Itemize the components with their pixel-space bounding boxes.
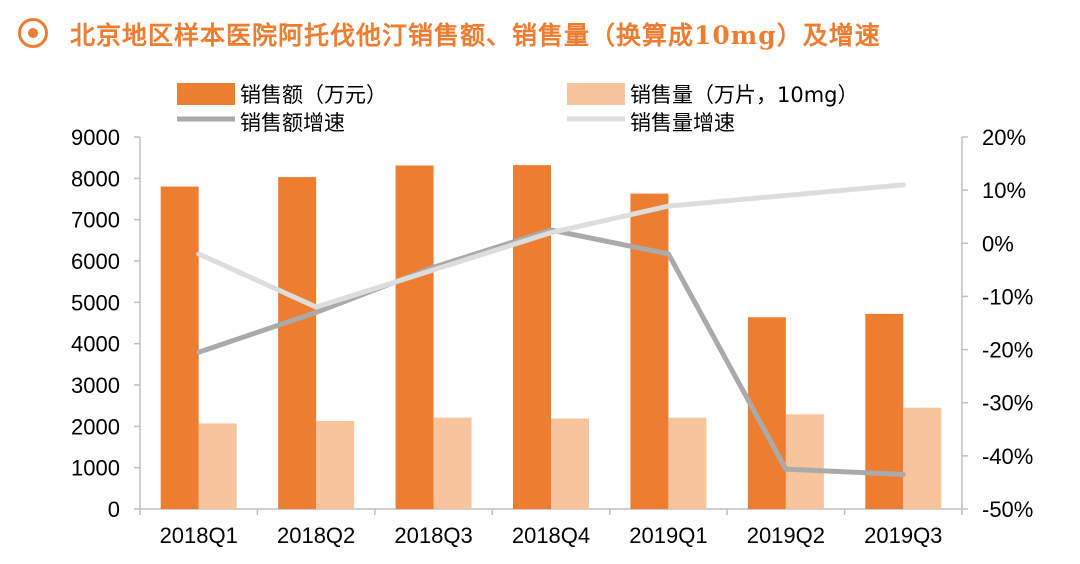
x-axis-tick-label: 2018Q3 bbox=[394, 523, 472, 548]
legend-swatch bbox=[567, 83, 625, 105]
x-axis-tick-label: 2018Q4 bbox=[512, 523, 590, 548]
legend-label: 销售额增速 bbox=[240, 111, 345, 135]
right-axis-tick-label: -10% bbox=[982, 284, 1033, 309]
right-axis-tick-label: 20% bbox=[982, 125, 1026, 150]
legend-label: 销售量（万片，10mg） bbox=[630, 83, 859, 107]
left-axis-tick-label: 1000 bbox=[71, 456, 120, 481]
legend-label: 销售量增速 bbox=[630, 111, 735, 135]
bar-sales-amount bbox=[865, 313, 904, 509]
x-axis-tick-label: 2019Q2 bbox=[747, 523, 825, 548]
left-axis-tick-label: 3000 bbox=[71, 373, 120, 398]
bar-sales-amount bbox=[278, 177, 317, 510]
bar-sales-volume bbox=[433, 417, 472, 509]
circle-bullet-icon bbox=[18, 18, 48, 48]
line-sales-volume-growth bbox=[196, 182, 906, 310]
left-axis-tick-label: 7000 bbox=[71, 208, 120, 233]
bar-sales-volume bbox=[903, 407, 942, 509]
x-axis-tick-label: 2019Q1 bbox=[629, 523, 707, 548]
left-axis-tick-label: 9000 bbox=[71, 125, 120, 150]
right-axis-tick-label: -20% bbox=[982, 338, 1033, 363]
bar-sales-amount bbox=[513, 165, 551, 509]
chart-title: 北京地区样本医院阿托伐他汀销售额、销售量（换算成10mg）及增速 bbox=[70, 21, 881, 50]
bar-sales-volume bbox=[551, 418, 589, 509]
x-axis-tick-label: 2018Q1 bbox=[160, 523, 238, 548]
bar-sales-amount bbox=[630, 193, 669, 510]
bar-sales-volume bbox=[316, 420, 355, 509]
left-axis-tick-label: 0 bbox=[108, 497, 120, 522]
right-axis-tick-label: 0% bbox=[982, 231, 1014, 256]
left-axis-tick-label: 6000 bbox=[71, 249, 120, 274]
bar-sales-amount bbox=[160, 186, 199, 509]
right-axis-tick-label: -30% bbox=[982, 391, 1033, 416]
chart-header: 北京地区样本医院阿托伐他汀销售额、销售量（换算成10mg）及增速 bbox=[0, 0, 1080, 74]
legend-label: 销售额（万元） bbox=[240, 83, 387, 107]
right-axis-tick-label: 10% bbox=[982, 178, 1026, 203]
bar-sales-volume bbox=[198, 423, 237, 509]
x-axis-tick-label: 2019Q3 bbox=[864, 523, 942, 548]
line-sales-amount-growth bbox=[196, 227, 906, 477]
left-axis-tick-label: 5000 bbox=[71, 290, 120, 315]
right-axis-tick-label: -40% bbox=[982, 444, 1033, 469]
bar-sales-amount bbox=[395, 165, 434, 509]
right-axis-tick-label: -50% bbox=[982, 497, 1033, 522]
bar-sales-volume bbox=[668, 417, 707, 509]
x-axis-tick-label: 2018Q2 bbox=[277, 523, 355, 548]
bar-sales-volume bbox=[785, 414, 824, 509]
left-axis-tick-label: 4000 bbox=[71, 332, 120, 357]
legend-swatch bbox=[177, 83, 235, 105]
left-axis-tick-label: 8000 bbox=[71, 166, 120, 191]
left-axis-tick-label: 2000 bbox=[71, 414, 120, 439]
